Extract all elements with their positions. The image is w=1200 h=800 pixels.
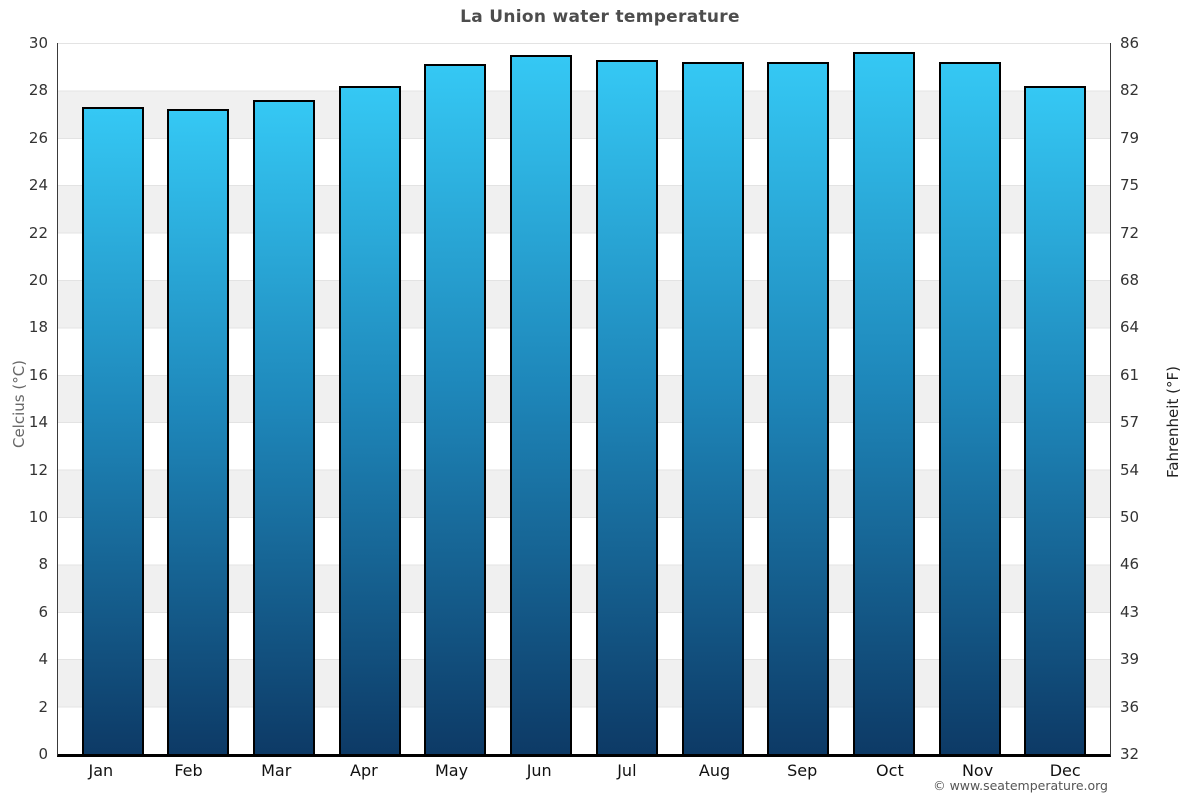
bar-may[interactable]	[424, 64, 487, 754]
x-tick-nov: Nov	[961, 761, 994, 780]
x-tick-jun: Jun	[526, 761, 552, 780]
y-tick-right-82: 82	[1120, 81, 1140, 100]
y-axis-label-fahrenheit: Fahrenheit (°F)	[1164, 366, 1182, 478]
y-tick-right-72: 72	[1120, 223, 1140, 242]
x-tick-sep: Sep	[787, 761, 818, 780]
bar-apr[interactable]	[338, 85, 401, 754]
y-tick-right-43: 43	[1120, 602, 1140, 621]
y-tick-left-12: 12	[28, 460, 48, 479]
y-tick-left-18: 18	[28, 318, 48, 337]
bar-feb[interactable]	[167, 109, 230, 754]
y-tick-right-36: 36	[1120, 697, 1140, 716]
bar-series	[58, 43, 1110, 754]
y-tick-left-10: 10	[28, 508, 48, 526]
y-tick-left-20: 20	[28, 271, 48, 289]
copyright-credit: © www.seatemperature.org	[933, 778, 1108, 793]
bar-sep[interactable]	[767, 61, 830, 754]
y-tick-right-57: 57	[1120, 413, 1140, 432]
x-tick-jan: Jan	[88, 761, 114, 780]
bar-jul[interactable]	[595, 59, 658, 754]
x-tick-dec: Dec	[1049, 761, 1081, 780]
y-tick-right-50: 50	[1120, 508, 1140, 526]
x-tick-aug: Aug	[698, 761, 731, 780]
x-tick-mar: Mar	[261, 761, 292, 780]
bar-oct[interactable]	[852, 52, 915, 754]
bar-dec[interactable]	[1024, 85, 1087, 754]
y-tick-left-4: 4	[38, 650, 48, 669]
y-tick-left-22: 22	[28, 223, 48, 242]
y-tick-left-2: 2	[38, 697, 48, 716]
y-tick-left-24: 24	[28, 176, 48, 195]
y-tick-right-75: 75	[1120, 176, 1140, 195]
x-tick-feb: Feb	[174, 761, 203, 780]
y-tick-right-64: 64	[1120, 318, 1140, 337]
y-tick-left-8: 8	[38, 555, 48, 574]
bar-jun[interactable]	[510, 54, 573, 754]
y-tick-right-68: 68	[1120, 271, 1140, 289]
y-tick-left-14: 14	[28, 413, 48, 432]
y-tick-right-46: 46	[1120, 555, 1140, 574]
y-tick-left-30: 30	[28, 34, 48, 52]
y-tick-right-86: 86	[1120, 34, 1140, 52]
y-tick-left-28: 28	[28, 81, 48, 100]
x-tick-oct: Oct	[876, 761, 904, 780]
bar-nov[interactable]	[938, 61, 1001, 754]
y-tick-right-61: 61	[1120, 365, 1140, 384]
y-tick-left-0: 0	[38, 745, 48, 763]
x-tick-may: May	[434, 761, 469, 780]
bar-jan[interactable]	[81, 107, 144, 754]
y-tick-right-39: 39	[1120, 650, 1140, 669]
x-tick-jul: Jul	[617, 761, 637, 780]
y-tick-right-32: 32	[1120, 745, 1140, 763]
y-tick-left-26: 26	[28, 128, 48, 147]
bar-aug[interactable]	[681, 61, 744, 754]
bar-mar[interactable]	[253, 99, 316, 754]
y-tick-left-6: 6	[38, 602, 48, 621]
chart-title: La Union water temperature	[460, 7, 740, 27]
x-tick-apr: Apr	[350, 761, 378, 780]
y-tick-right-79: 79	[1120, 128, 1140, 147]
x-axis-month-labels: Jan Feb Mar Apr May Jun Jul Aug Sep Oct Nov Dec	[57, 761, 1109, 785]
y-tick-left-16: 16	[28, 365, 48, 384]
plot-area	[57, 43, 1111, 757]
y-tick-right-54: 54	[1120, 460, 1140, 479]
